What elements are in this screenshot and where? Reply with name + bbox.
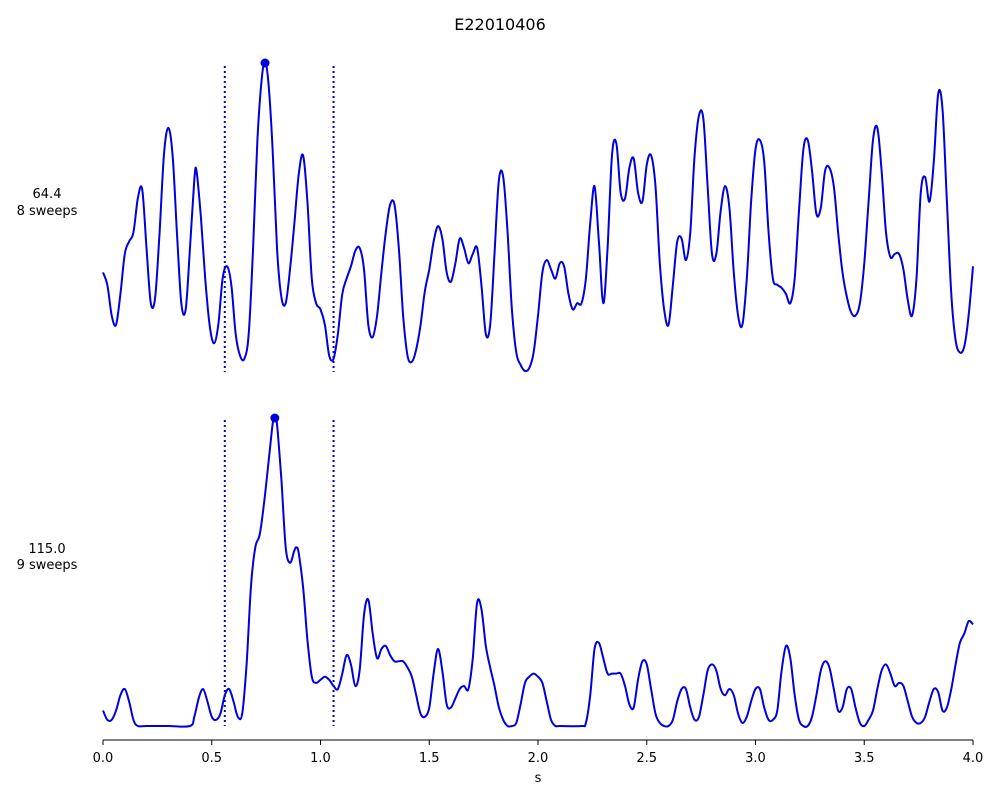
panel-top-label-sweeps: 8 sweeps	[17, 204, 78, 219]
panel-bottom-label-sweeps: 9 sweeps	[17, 558, 78, 573]
x-axis-ticks: 0.0 0.5 1.0 1.5 2.0 2.5 3.0 3.5 4.0	[93, 740, 984, 766]
series-line	[102, 416, 974, 728]
panel-bottom	[102, 413, 974, 728]
peak-marker	[270, 413, 280, 423]
series-line	[102, 61, 974, 373]
x-tick-label: 1.0	[310, 751, 331, 766]
x-tick-label: 3.5	[854, 751, 875, 766]
x-tick-label: 1.5	[419, 751, 440, 766]
x-tick-label: 3.0	[745, 751, 766, 766]
x-tick-label: 0.0	[93, 751, 114, 766]
x-tick-label: 2.5	[636, 751, 657, 766]
chart-title: E22010406	[454, 15, 546, 34]
x-tick-label: 2.0	[528, 751, 549, 766]
panel-bottom-label-value: 115.0	[28, 542, 65, 557]
panel-top-label-value: 64.4	[33, 187, 62, 202]
x-tick-label: 4.0	[963, 751, 984, 766]
x-axis-label: s	[535, 771, 542, 786]
peak-marker	[260, 58, 270, 68]
x-tick-label: 0.5	[201, 751, 222, 766]
panel-top	[102, 58, 974, 373]
